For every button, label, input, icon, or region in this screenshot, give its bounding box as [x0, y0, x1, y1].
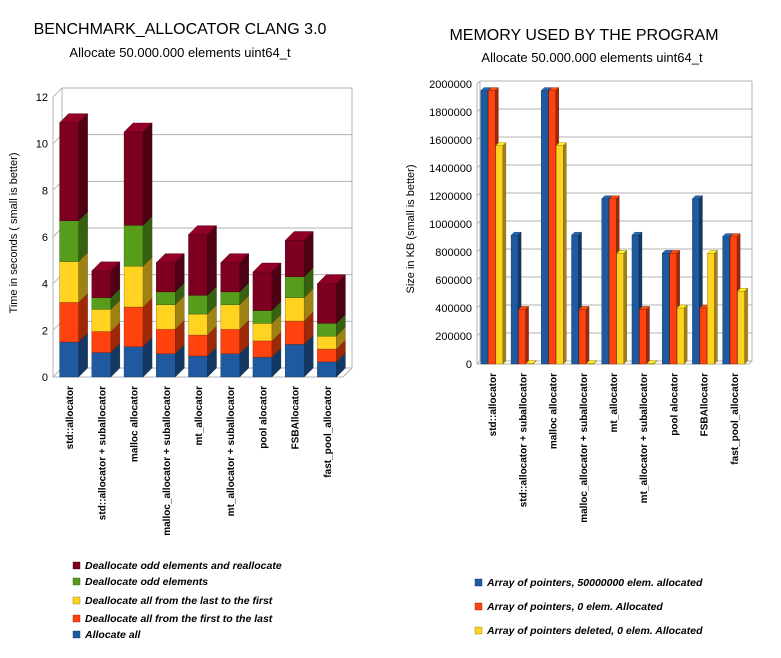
time-chart-y-ticks: 0 2 4 6 8 10 12 [36, 92, 48, 384]
bar-segment [91, 299, 121, 332]
legend-swatch [474, 602, 483, 611]
y-tick-label: 2000000 [429, 79, 472, 91]
memory-chart-title: MEMORY USED BY THE PROGRAM [449, 27, 718, 44]
x-tick-label: malloc allocator [549, 373, 560, 449]
time-chart-title: BENCHMARK_ALLOCATOR CLANG 3.0 [34, 21, 327, 38]
y-tick-label: 0 [42, 372, 48, 384]
gridline-depth [52, 87, 63, 98]
x-tick-label: mt_allocator + suballocator [226, 386, 237, 516]
bar [616, 249, 628, 365]
bar [518, 305, 530, 365]
y-tick-label: 1600000 [429, 135, 472, 147]
bar-segment [123, 122, 153, 226]
y-tick-label: 1400000 [429, 163, 472, 175]
memory-chart-bars [480, 87, 749, 365]
legend-swatch [474, 578, 483, 587]
x-tick-label: mt_allocator + suballocator [639, 373, 650, 503]
y-tick-label: 1200000 [429, 191, 472, 203]
memory-chart: MEMORY USED BY THE PROGRAM Allocate 50.0… [405, 27, 753, 637]
memory-chart-legend: Array of pointers, 50000000 elem. alloca… [474, 577, 703, 637]
bar [555, 142, 567, 365]
y-tick-label: 400000 [435, 303, 472, 315]
time-chart-subtitle: Allocate 50.000.000 elements uint64_t [69, 45, 291, 60]
x-tick-label: mt_allocator [609, 373, 620, 433]
x-tick-label: malloc_allocator + suballocator [579, 373, 590, 523]
bar-segment [188, 225, 217, 296]
x-tick-label: mt_allocator [194, 386, 205, 446]
y-tick-label: 12 [36, 92, 48, 104]
memory-chart-y-axis-label: Size in KB (small is better) [405, 165, 417, 294]
y-tick-label: 1000000 [429, 219, 472, 231]
x-tick-label: pool alocator [258, 386, 269, 449]
x-tick-label: std::allocator [488, 373, 499, 436]
time-chart-bars [59, 113, 346, 378]
time-chart: BENCHMARK_ALLOCATOR CLANG 3.0 Allocate 5… [8, 21, 353, 641]
memory-chart-y-ticks: 0 200000 400000 600000 800000 1000000 1200000 1… [429, 79, 472, 371]
bar-segment [316, 274, 346, 324]
bar-segment [91, 261, 121, 299]
y-tick-label: 600000 [435, 275, 472, 287]
y-tick-label: 10 [36, 139, 48, 151]
memory-chart-subtitle: Allocate 50.000.000 elements uint64_t [481, 50, 703, 65]
y-tick-label: 200000 [435, 331, 472, 343]
x-tick-label: malloc allocator [130, 386, 141, 462]
x-tick-label: std::allocator + suballocator [97, 386, 108, 520]
bar [676, 304, 688, 365]
y-tick-label: 2 [42, 325, 48, 337]
bar [737, 287, 749, 365]
legend-label: Array of pointers deleted, 0 elem. Alloc… [486, 625, 703, 637]
legend-label: Deallocate odd elements and reallocate [85, 560, 282, 572]
y-tick-label: 0 [466, 359, 472, 371]
y-tick-label: 6 [42, 232, 48, 244]
legend-label: Deallocate odd elements [85, 576, 208, 588]
legend-swatch [72, 577, 81, 586]
x-tick-label: fast_pool_allocator [730, 373, 741, 465]
legend-swatch [72, 614, 81, 623]
legend-swatch [72, 630, 81, 639]
bar [495, 142, 507, 365]
memory-chart-x-labels: std::allocator std::allocator + suballoca… [488, 373, 741, 523]
legend-label: Allocate all [84, 629, 142, 641]
x-tick-label: std::allocator + suballocator [518, 373, 529, 507]
bar-segment [155, 253, 185, 293]
legend-label: Array of pointers, 0 elem. Allocated [486, 601, 663, 613]
legend-label: Deallocate all from the last to the firs… [85, 595, 273, 607]
bar [638, 305, 650, 365]
bar [578, 305, 590, 365]
bar-segment [252, 262, 282, 311]
legend-swatch [474, 626, 483, 635]
bar [586, 359, 598, 365]
x-tick-label: FSBAllocator [700, 373, 711, 436]
bar-segment [220, 253, 250, 293]
time-chart-legend: Deallocate odd elements and reallocate De… [72, 560, 282, 641]
floor-right-edge [748, 360, 753, 365]
legend-label: Array of pointers, 50000000 elem. alloca… [486, 577, 703, 589]
y-tick-label: 4 [42, 279, 48, 291]
legend-swatch [72, 561, 81, 570]
y-tick-label: 800000 [435, 247, 472, 259]
bar [706, 249, 718, 365]
bar-segment [284, 231, 314, 278]
floor-right-edge [342, 367, 353, 378]
bar [646, 359, 658, 365]
x-tick-label: pool alocator [669, 373, 680, 436]
time-chart-y-axis-label: Time in seconds ( small is better) [8, 153, 20, 314]
legend-swatch [72, 596, 81, 605]
time-chart-x-labels: std::allocator std::allocator + suballoca… [65, 386, 334, 536]
legend-label: Deallocate all from the first to the las… [85, 613, 273, 625]
x-tick-label: malloc_allocator + suballocator [162, 386, 173, 536]
bar-segment [59, 113, 89, 222]
y-tick-label: 1800000 [429, 107, 472, 119]
x-tick-label: std::allocator [65, 386, 76, 449]
x-tick-label: fast_pool_allocator [323, 386, 334, 478]
x-tick-label: FSBAllocator [291, 386, 302, 449]
bar [525, 359, 537, 365]
y-tick-label: 8 [42, 185, 48, 197]
